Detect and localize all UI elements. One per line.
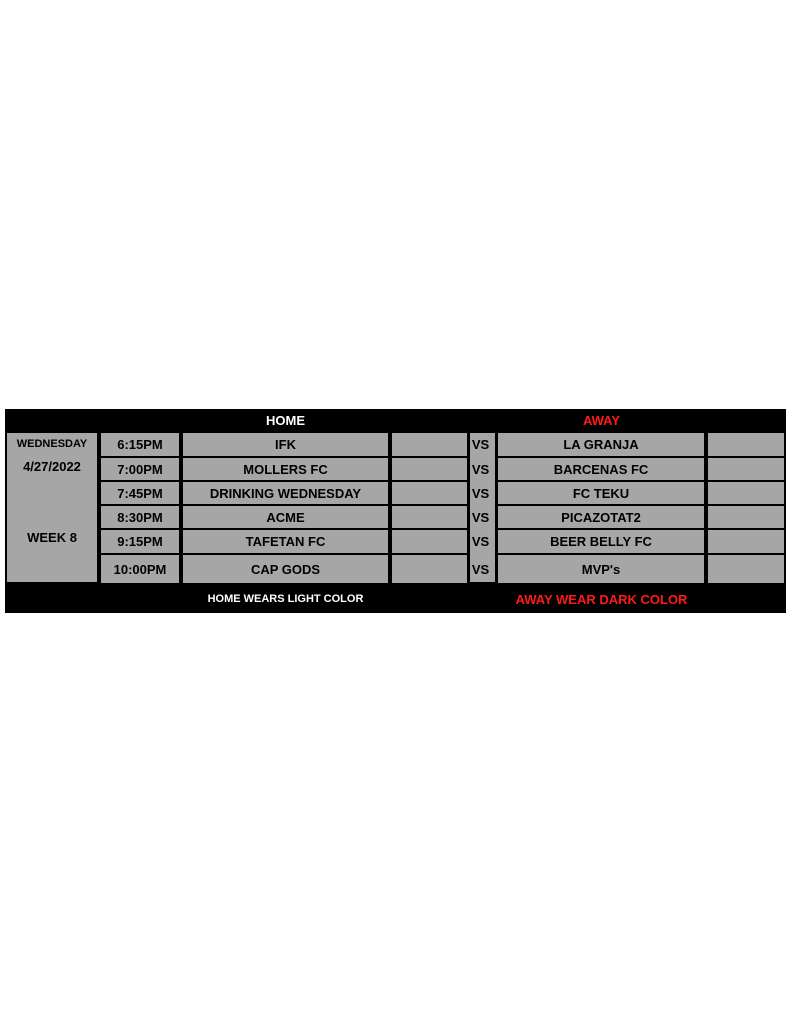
date-label: 4/27/2022: [23, 459, 81, 474]
home-score: [392, 482, 467, 504]
game-time: 7:45PM: [101, 482, 179, 504]
away-team: BARCENAS FC: [498, 458, 704, 480]
game-time: 8:30PM: [101, 506, 179, 528]
schedule-table: HOME AWAY WEDNESDAY 4/27/2022 WEEK 8 6:1…: [5, 409, 786, 613]
away-footer-note: AWAY WEAR DARK COLOR: [515, 591, 688, 607]
home-team: CAP GODS: [183, 555, 388, 583]
vs-label: VS: [471, 437, 490, 452]
away-score: [708, 555, 784, 583]
game-time: 9:15PM: [101, 530, 179, 553]
home-team: IFK: [183, 433, 388, 456]
away-header: AWAY: [582, 412, 621, 428]
away-team: PICAZOTAT2: [498, 506, 704, 528]
away-team: FC TEKU: [498, 482, 704, 504]
home-score: [392, 433, 467, 456]
away-score: [708, 458, 784, 480]
vs-label: VS: [471, 534, 490, 549]
home-footer-note: HOME WEARS LIGHT COLOR: [207, 593, 364, 605]
home-team: ACME: [183, 506, 388, 528]
game-time: 10:00PM: [101, 555, 179, 583]
week-label: WEEK 8: [27, 530, 77, 545]
home-score: [392, 458, 467, 480]
home-score: [392, 506, 467, 528]
home-score: [392, 555, 467, 583]
away-score: [708, 433, 784, 456]
away-score: [708, 530, 784, 553]
vs-label: VS: [471, 509, 490, 525]
home-team: DRINKING WEDNESDAY: [183, 482, 388, 504]
game-time: 6:15PM: [101, 433, 179, 456]
weekday-label: WEDNESDAY: [16, 438, 88, 450]
day-info-cell: WEDNESDAY 4/27/2022 WEEK 8: [7, 433, 97, 582]
vs-label: VS: [471, 485, 490, 501]
home-team: TAFETAN FC: [183, 530, 388, 553]
vs-label: VS: [471, 461, 490, 477]
away-score: [708, 506, 784, 528]
away-score: [708, 482, 784, 504]
vs-label: VS: [471, 561, 490, 577]
home-score: [392, 530, 467, 553]
away-team: LA GRANJA: [498, 433, 704, 456]
home-team: MOLLERS FC: [183, 458, 388, 480]
away-team: MVP's: [498, 555, 704, 583]
vs-column: [470, 433, 495, 582]
game-time: 7:00PM: [101, 458, 179, 480]
home-header: HOME: [266, 412, 305, 428]
away-team: BEER BELLY FC: [498, 530, 704, 553]
